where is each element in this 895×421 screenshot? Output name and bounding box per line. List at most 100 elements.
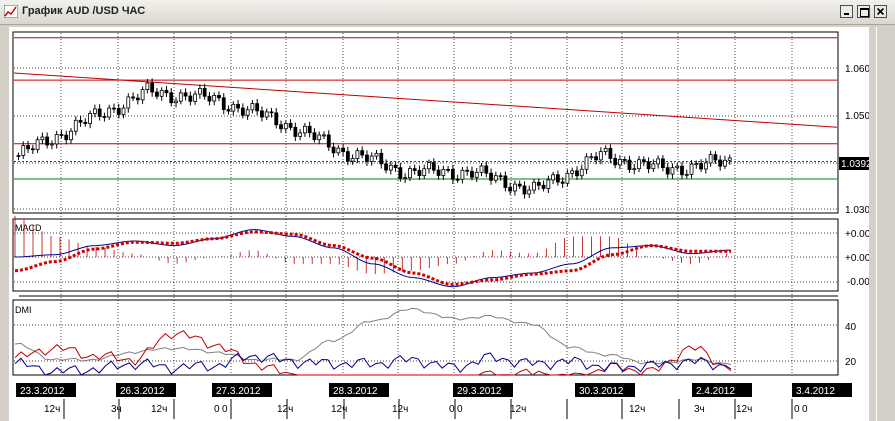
candle-body bbox=[689, 163, 694, 175]
candle-body bbox=[312, 132, 317, 141]
candle-body bbox=[293, 126, 298, 137]
price-axis: 1.0600 1.0500 1.0300 1.0392 bbox=[839, 64, 869, 216]
chart-area[interactable]: 1.0600 1.0500 1.0300 1.0392 MACD +0.002 … bbox=[9, 27, 869, 421]
macd-tick-3: -0.002 bbox=[847, 277, 869, 288]
signal-line bbox=[14, 230, 731, 286]
date-label-box bbox=[212, 383, 272, 397]
candle-body bbox=[527, 189, 532, 195]
chart-canvas[interactable]: 1.0600 1.0500 1.0300 1.0392 MACD +0.002 … bbox=[9, 27, 869, 421]
candle-body bbox=[54, 134, 59, 145]
hour-label: 0 bbox=[457, 404, 463, 415]
candle-body bbox=[465, 169, 470, 172]
close-button[interactable] bbox=[874, 5, 887, 18]
candle-body bbox=[322, 134, 326, 137]
hour-label: 0 bbox=[794, 404, 800, 415]
candle-body bbox=[365, 154, 369, 162]
candle-body bbox=[584, 156, 589, 170]
candle-body bbox=[307, 125, 312, 134]
candle-body bbox=[632, 168, 637, 171]
date-label: 26.3.2012 bbox=[120, 386, 165, 397]
candle-body bbox=[317, 134, 322, 141]
candle-body bbox=[656, 158, 661, 165]
candle-body bbox=[427, 162, 431, 170]
candle-body bbox=[283, 122, 288, 130]
maximize-icon bbox=[860, 8, 869, 17]
candle-body bbox=[360, 150, 365, 156]
candle-body bbox=[64, 134, 69, 141]
candle-body bbox=[59, 134, 64, 136]
minimize-icon bbox=[844, 13, 849, 15]
candle-body bbox=[560, 181, 565, 184]
candle-body bbox=[159, 89, 164, 97]
candle-body bbox=[264, 111, 269, 118]
candle-body bbox=[398, 167, 403, 179]
candle-body bbox=[336, 147, 341, 154]
candle-body bbox=[326, 134, 331, 148]
macd-panel-frame bbox=[12, 218, 839, 292]
hour-label: 0 bbox=[449, 404, 455, 415]
candle-body bbox=[126, 96, 131, 109]
candle-body bbox=[379, 152, 384, 165]
candle-body bbox=[474, 171, 479, 178]
candle-body bbox=[174, 100, 178, 104]
candle-body bbox=[26, 145, 30, 150]
vertical-scrollbar[interactable] bbox=[876, 27, 892, 421]
candle-body bbox=[274, 112, 279, 126]
candle-body bbox=[455, 178, 460, 181]
current-price-label: 1.0392 bbox=[841, 159, 869, 170]
candle-body bbox=[255, 103, 260, 112]
candle-body bbox=[436, 169, 441, 176]
candle-body bbox=[107, 107, 112, 118]
candle-body bbox=[517, 183, 522, 187]
hour-label: 0 bbox=[222, 404, 228, 415]
date-label-box bbox=[329, 383, 389, 397]
candle-body bbox=[622, 159, 627, 161]
candle-body bbox=[680, 165, 684, 176]
candle-body bbox=[718, 159, 723, 167]
price-tick-3: 1.0300 bbox=[845, 205, 869, 216]
hour-label: 0 bbox=[214, 404, 220, 415]
candle-body bbox=[575, 170, 579, 177]
candle-body bbox=[298, 132, 303, 137]
candle-body bbox=[231, 103, 236, 112]
candle-body bbox=[16, 155, 21, 157]
candle-body bbox=[479, 165, 484, 173]
dmi-tick-1: 40 bbox=[845, 322, 857, 333]
candle-body bbox=[589, 156, 594, 159]
macd-axis: +0.002 +0.000 -0.002 bbox=[845, 229, 869, 288]
candle-body bbox=[665, 167, 670, 175]
date-label: 3.4.2012 bbox=[796, 386, 835, 397]
candle-body bbox=[150, 82, 155, 93]
candle-body bbox=[83, 121, 88, 124]
candle-body bbox=[169, 92, 174, 104]
candle-body bbox=[579, 168, 584, 177]
candle-body bbox=[279, 124, 283, 130]
hour-label: 3ч bbox=[694, 404, 705, 415]
price-tick-1: 1.0600 bbox=[845, 64, 869, 75]
candle-body bbox=[78, 119, 83, 123]
candle-body bbox=[45, 136, 50, 146]
close-icon bbox=[876, 7, 885, 16]
candle-body bbox=[345, 151, 350, 162]
title-bar[interactable]: График AUD /USD ЧАС bbox=[0, 0, 895, 25]
candle-body bbox=[288, 122, 293, 128]
vertical-grid bbox=[60, 33, 793, 375]
candle-body bbox=[369, 155, 374, 162]
date-label: 23.3.2012 bbox=[20, 386, 65, 397]
candle-body bbox=[155, 91, 159, 97]
hour-label: 12ч bbox=[331, 404, 347, 415]
candle-body bbox=[675, 165, 680, 169]
minimize-button[interactable] bbox=[840, 5, 853, 18]
candle-body bbox=[302, 125, 307, 134]
maximize-button[interactable] bbox=[857, 5, 870, 18]
candle-body bbox=[637, 159, 641, 170]
candle-body bbox=[546, 179, 551, 189]
date-label: 27.3.2012 bbox=[216, 386, 261, 397]
candle-body bbox=[699, 163, 703, 170]
hour-label: 0 bbox=[802, 404, 808, 415]
price-tick-2: 1.0500 bbox=[845, 111, 869, 122]
candle-body bbox=[226, 109, 231, 112]
candle-body bbox=[35, 139, 40, 151]
candle-body bbox=[140, 89, 145, 101]
candle-body bbox=[183, 92, 188, 97]
